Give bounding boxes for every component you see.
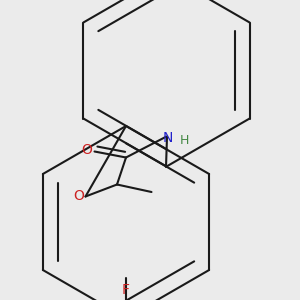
Text: N: N [163, 131, 173, 145]
Text: H: H [180, 134, 189, 147]
Text: F: F [122, 283, 130, 296]
Text: O: O [74, 190, 84, 203]
Text: O: O [82, 143, 92, 157]
